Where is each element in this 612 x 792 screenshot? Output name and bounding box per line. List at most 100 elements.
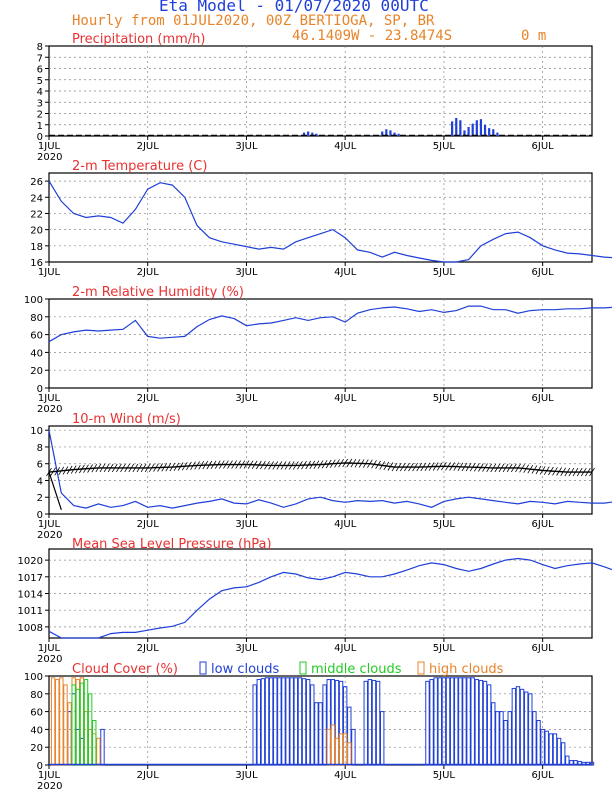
precip-year-label: 2020	[37, 152, 62, 163]
precip-ytick-label: 4	[37, 87, 43, 98]
cloud-frame	[48, 675, 593, 766]
temp-xtick-label: 6JUL	[532, 267, 555, 278]
precip-xtick-label: 2JUL	[137, 141, 160, 152]
cloud-low-bar	[458, 677, 463, 766]
precip-bar	[389, 130, 392, 136]
temp-ytick-label: 26	[30, 177, 43, 188]
precip-xtick-label: 5JUL	[433, 141, 456, 152]
cloud-legend-swatch	[199, 661, 207, 675]
precip-bar	[315, 133, 318, 136]
precip-bar	[307, 131, 310, 136]
wind-xtick-label: 3JUL	[235, 519, 258, 530]
mslp-ytick-label: 1011	[18, 606, 43, 617]
cloud-low-bar	[264, 677, 270, 766]
mslp-xtick-label: 5JUL	[433, 643, 456, 654]
wind-ytick-label: 0	[37, 510, 43, 521]
cloud-year-label: 2020	[37, 781, 62, 792]
rh-xtick-label: 1JUL	[38, 393, 61, 404]
temp-xtick-label: 1JUL	[38, 267, 61, 278]
precip-bar	[467, 127, 470, 136]
wind-year-label: 2020	[37, 530, 62, 541]
cloud-low-bar	[523, 691, 529, 766]
cloud-low-bar	[301, 678, 307, 766]
cloud-high-bar	[83, 711, 89, 766]
precip-bar	[471, 123, 474, 136]
location-coords: 46.1409W - 23.8474S	[292, 28, 453, 44]
cloud-high-bar	[50, 677, 56, 766]
cloud-low-bar	[556, 737, 562, 766]
cloud-xtick-label: 4JUL	[334, 770, 357, 781]
precip-bar	[381, 131, 384, 136]
cloud-xtick-label: 6JUL	[532, 770, 555, 781]
mslp-ytick-label: 1020	[18, 556, 43, 567]
precip-bar	[451, 121, 454, 136]
wind-xtick-label: 2JUL	[137, 519, 160, 530]
precip-bar	[483, 124, 487, 136]
cloud-low-bar	[532, 711, 537, 766]
wind-xtick-label: 1JUL	[38, 519, 61, 530]
cloud-low-bar	[478, 679, 484, 766]
precip-ytick-label: 3	[37, 98, 43, 109]
cloud-low-bar	[281, 677, 286, 766]
cloud-low-bar	[256, 679, 261, 766]
chart-title: Eta Model - 01/07/2020 00UTC	[159, 0, 429, 15]
cloud-low-bar	[305, 679, 311, 766]
temp-xtick-label: 3JUL	[235, 267, 258, 278]
cloud-high-bar	[75, 679, 80, 766]
cloud-low-bar	[511, 687, 517, 766]
precip-bar	[311, 132, 314, 136]
cloud-low-bar	[470, 677, 475, 766]
cloud-low-bar	[75, 728, 80, 766]
temp-ytick-label: 18	[30, 242, 43, 253]
cloud-low-bar	[519, 688, 525, 766]
cloud-low-bar	[285, 677, 290, 766]
cloud-low-bar	[367, 679, 373, 766]
mslp-xtick-label: 3JUL	[235, 643, 258, 654]
precip-xtick-label: 3JUL	[235, 141, 258, 152]
cloud-xtick-label: 2JUL	[137, 770, 160, 781]
cloud-high-bar	[55, 679, 60, 766]
rh-ytick-label: 80	[30, 313, 43, 324]
mslp-xtick-label: 4JUL	[334, 643, 357, 654]
cloud-low-bar	[466, 677, 471, 766]
cloud-high-bar	[338, 733, 344, 766]
cloud-low-bar	[371, 679, 377, 766]
precip-bar	[455, 118, 458, 136]
cloud-low-bar	[429, 679, 434, 766]
precip-xtick-label: 4JUL	[334, 141, 357, 152]
cloud-low-bar	[507, 711, 512, 766]
wind-xtick-label: 5JUL	[433, 519, 456, 530]
precip-ytick-label: 0	[37, 132, 43, 143]
cloud-legend-label: high clouds	[429, 662, 504, 677]
cloud-legend-swatch	[299, 661, 307, 675]
cloud-low-bar	[297, 677, 303, 766]
precip-xtick-label: 6JUL	[532, 141, 555, 152]
wind-ytick-label: 10	[30, 426, 43, 437]
temp-series-line	[48, 180, 612, 263]
cloud-low-bar	[474, 679, 480, 766]
rh-ytick-label: 20	[30, 366, 43, 377]
wind-ytick-label: 4	[37, 476, 43, 487]
chart-subtitle: Hourly from 01JUL2020, 00Z BERTIOGA, SP,…	[72, 13, 435, 29]
mslp-xtick-label: 6JUL	[532, 643, 555, 654]
cloud-high-bar	[347, 742, 352, 766]
cloud-low-bar	[503, 720, 508, 766]
temp-frame	[48, 172, 593, 263]
wind-series-line	[48, 430, 612, 509]
mslp-year-label: 2020	[37, 654, 62, 665]
cloud-legend-label: low clouds	[211, 662, 280, 677]
temp-xtick-label: 5JUL	[433, 267, 456, 278]
cloud-low-bar	[318, 702, 323, 766]
cloud-low-bar	[347, 706, 352, 766]
cloud-low-bar	[293, 677, 299, 766]
rh-year-label: 2020	[37, 404, 62, 415]
precip-bar	[459, 120, 462, 136]
cloud-middle-bar	[83, 679, 89, 766]
cloud-low-bar	[561, 742, 566, 766]
precip-bar	[475, 120, 478, 136]
rh-ytick-label: 40	[30, 348, 43, 359]
precip-bar	[492, 129, 495, 136]
temp-title: 2-m Temperature (C)	[72, 159, 207, 174]
rh-xtick-label: 3JUL	[235, 393, 258, 404]
